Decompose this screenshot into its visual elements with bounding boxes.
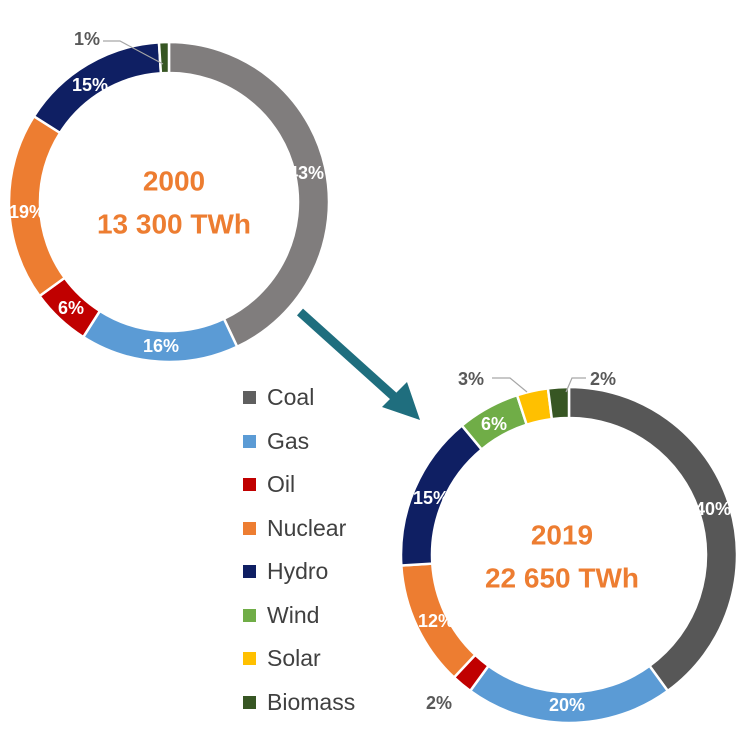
trend-arrow — [296, 308, 420, 420]
legend-swatch-biomass — [243, 695, 256, 709]
donut-chart-2019: 40% 20% 2% 12% 15% 6% 3% 2% 2019 22 650 TWh — [399, 369, 739, 725]
data-label-2019-nuclear: 12% — [418, 611, 454, 631]
leader-line-2000-biomass — [103, 40, 164, 65]
legend-swatch-hydro — [243, 565, 256, 579]
chart-legend: Coal Gas Oil Nuclear Hydro Wind Solar Biomass — [243, 376, 355, 724]
slice-2000-biomass — [157, 40, 171, 75]
legend-item-hydro: Hydro — [243, 550, 355, 594]
legend-label-solar: Solar — [267, 645, 321, 672]
donut-chart-2000: 43% 16% 6% 19% 15% 1% 2000 13 300 TWh — [7, 29, 331, 364]
data-label-2019-gas: 20% — [549, 695, 585, 715]
legend-label-coal: Coal — [267, 384, 315, 411]
legend-swatch-gas — [243, 434, 256, 448]
legend-label-nuclear: Nuclear — [267, 514, 347, 541]
legend-label-wind: Wind — [267, 601, 320, 628]
data-label-2019-coal: 40% — [695, 499, 731, 519]
legend-swatch-coal — [243, 391, 256, 405]
data-label-2019-oil: 2% — [426, 693, 452, 713]
slice-2019-coal — [567, 385, 739, 693]
data-label-2019-solar: 3% — [458, 369, 484, 389]
center-year-2019: 2019 — [531, 519, 593, 550]
legend-item-nuclear: Nuclear — [243, 507, 355, 551]
slice-2019-biomass — [546, 385, 571, 421]
data-label-2000-gas: 16% — [143, 336, 179, 356]
data-label-2000-hydro: 15% — [72, 75, 108, 95]
data-label-2000-oil: 6% — [58, 298, 84, 318]
data-label-2019-hydro: 15% — [413, 488, 449, 508]
legend-item-oil: Oil — [243, 463, 355, 507]
legend-item-wind: Wind — [243, 594, 355, 638]
legend-item-coal: Coal — [243, 376, 355, 420]
data-label-2019-biomass: 2% — [590, 369, 616, 389]
data-label-2000-biomass: 1% — [74, 29, 100, 49]
legend-label-gas: Gas — [267, 427, 310, 454]
legend-label-biomass: Biomass — [267, 688, 356, 715]
leader-line-2019-solar — [492, 377, 528, 393]
center-total-2000: 13 300 TWh — [97, 208, 251, 239]
legend-swatch-nuclear — [243, 521, 256, 535]
legend-swatch-solar — [243, 652, 256, 666]
leader-line-2019-biomass — [565, 377, 586, 393]
legend-item-gas: Gas — [243, 420, 355, 464]
legend-label-oil: Oil — [267, 471, 296, 498]
center-year-2000: 2000 — [143, 165, 205, 196]
legend-swatch-wind — [243, 608, 256, 622]
data-label-2019-wind: 6% — [481, 414, 507, 434]
legend-item-biomass: Biomass — [243, 681, 355, 725]
center-total-2019: 22 650 TWh — [485, 562, 639, 593]
slice-2000-coal — [167, 40, 331, 349]
data-label-2000-coal: 43% — [288, 163, 324, 183]
data-label-2000-nuclear: 19% — [9, 202, 45, 222]
legend-item-solar: Solar — [243, 637, 355, 681]
legend-label-hydro: Hydro — [267, 558, 329, 585]
legend-swatch-oil — [243, 478, 256, 492]
